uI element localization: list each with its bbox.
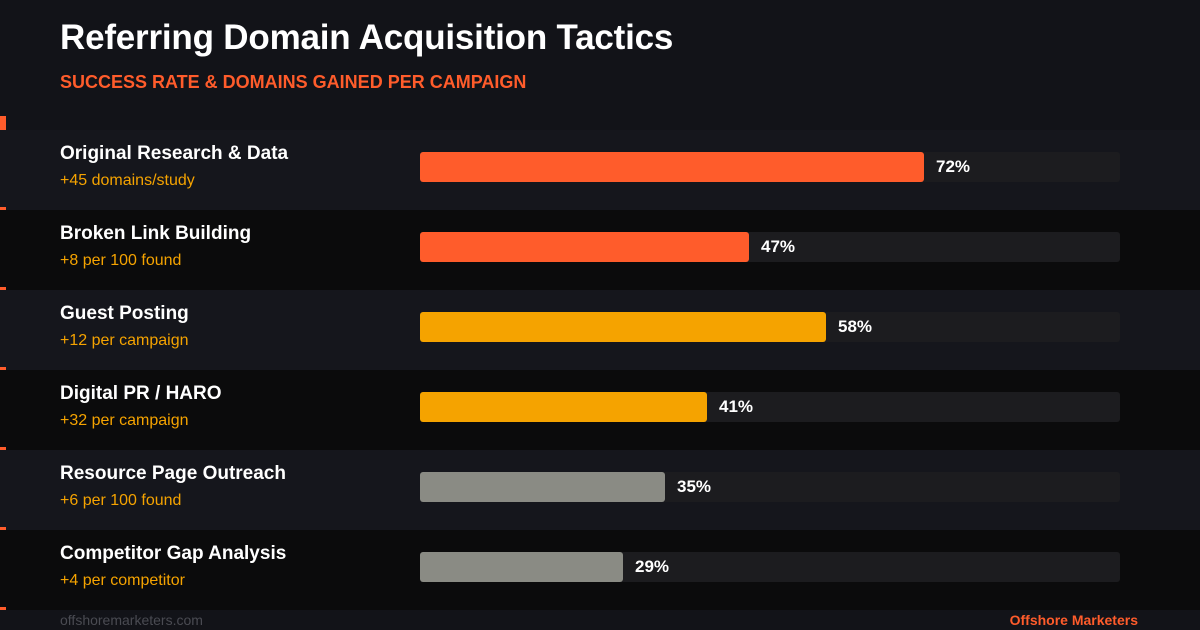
category-label: Broken Link Building — [60, 223, 252, 244]
row-marker — [0, 287, 6, 290]
brand-name: Offshore Marketers — [1009, 612, 1138, 628]
chart-title: Referring Domain Acquisition Tactics — [60, 18, 674, 57]
category-label: Resource Page Outreach — [60, 463, 286, 484]
bar-track — [420, 152, 1120, 182]
chart-subtitle: SUCCESS RATE & DOMAINS GAINED PER CAMPAI… — [60, 72, 527, 92]
bar-track — [420, 392, 1120, 422]
category-label: Original Research & Data — [60, 143, 289, 164]
website-url: offshoremarketers.com — [60, 612, 203, 628]
bar-track — [420, 232, 1120, 262]
bar — [420, 232, 749, 262]
accent-marker — [0, 116, 6, 130]
bar — [420, 152, 924, 182]
chart-row: Original Research & Data +45 domains/stud… — [0, 130, 1200, 210]
bar-track — [420, 552, 1120, 582]
domains-gained-label: +6 per 100 found — [60, 492, 182, 509]
chart-row: Resource Page Outreach +6 per 100 found 35… — [0, 450, 1200, 530]
row-marker — [0, 367, 6, 370]
category-label: Digital PR / HARO — [60, 383, 222, 404]
chart-row: Digital PR / HARO +32 per campaign 41% — [0, 370, 1200, 450]
category-label: Guest Posting — [60, 303, 189, 324]
value-label: 58% — [838, 317, 873, 336]
domains-gained-label: +8 per 100 found — [60, 252, 182, 269]
chart-row: Broken Link Building +8 per 100 found 47% — [0, 210, 1200, 290]
bar — [420, 472, 665, 502]
value-label: 41% — [719, 397, 754, 416]
row-marker — [0, 207, 6, 210]
domains-gained-label: +45 domains/study — [60, 172, 195, 189]
chart-row: Competitor Gap Analysis +4 per competitor… — [0, 530, 1200, 610]
bar-track — [420, 312, 1120, 342]
row-marker — [0, 607, 6, 610]
value-label: 72% — [936, 157, 971, 176]
bar — [420, 552, 623, 582]
bar-track — [420, 472, 1120, 502]
chart-row: Guest Posting +12 per campaign 58% — [0, 290, 1200, 370]
domains-gained-label: +12 per campaign — [60, 332, 189, 349]
row-marker — [0, 447, 6, 450]
value-label: 35% — [677, 477, 712, 496]
bar — [420, 312, 826, 342]
value-label: 47% — [761, 237, 796, 256]
bar-chart: Original Research & Data +45 domains/stud… — [0, 130, 1200, 610]
category-label: Competitor Gap Analysis — [60, 543, 287, 564]
value-label: 29% — [635, 557, 670, 576]
bar — [420, 392, 707, 422]
row-marker — [0, 527, 6, 530]
domains-gained-label: +4 per competitor — [60, 572, 185, 589]
domains-gained-label: +32 per campaign — [60, 412, 189, 429]
